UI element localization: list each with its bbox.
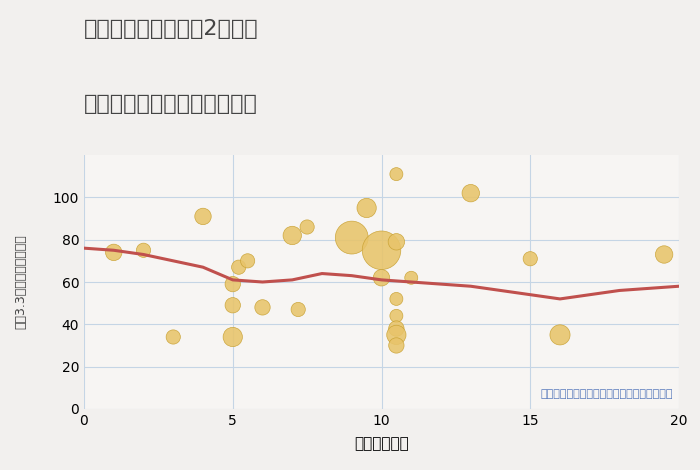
Text: 円の大きさは、取引のあった物件面積を示す: 円の大きさは、取引のあった物件面積を示す [540,389,673,399]
Point [391,295,402,303]
Point [376,246,387,254]
Point [293,306,304,313]
Text: 駅距離別中古マンション価格: 駅距離別中古マンション価格 [84,94,258,114]
Point [197,212,209,220]
Point [554,331,566,338]
Point [525,255,536,262]
Point [138,246,149,254]
Point [227,280,238,288]
Point [391,312,402,320]
Point [465,189,476,197]
Point [659,251,670,258]
Point [257,304,268,311]
Point [391,170,402,178]
Point [227,302,238,309]
Point [361,204,372,212]
Point [391,238,402,245]
X-axis label: 駅距離（分）: 駅距離（分） [354,436,409,451]
Text: 三重県名張市希央台2番町の: 三重県名張市希央台2番町の [84,19,258,39]
Text: 坪（3.3㎡）単価（万円）: 坪（3.3㎡）単価（万円） [15,235,27,329]
Point [376,274,387,282]
Point [406,274,417,282]
Point [227,333,238,341]
Point [168,333,179,341]
Point [242,257,253,265]
Point [233,263,244,271]
Point [287,232,298,239]
Point [391,325,402,332]
Point [346,234,357,242]
Point [108,249,119,256]
Point [391,331,402,338]
Point [391,342,402,349]
Point [302,223,313,231]
